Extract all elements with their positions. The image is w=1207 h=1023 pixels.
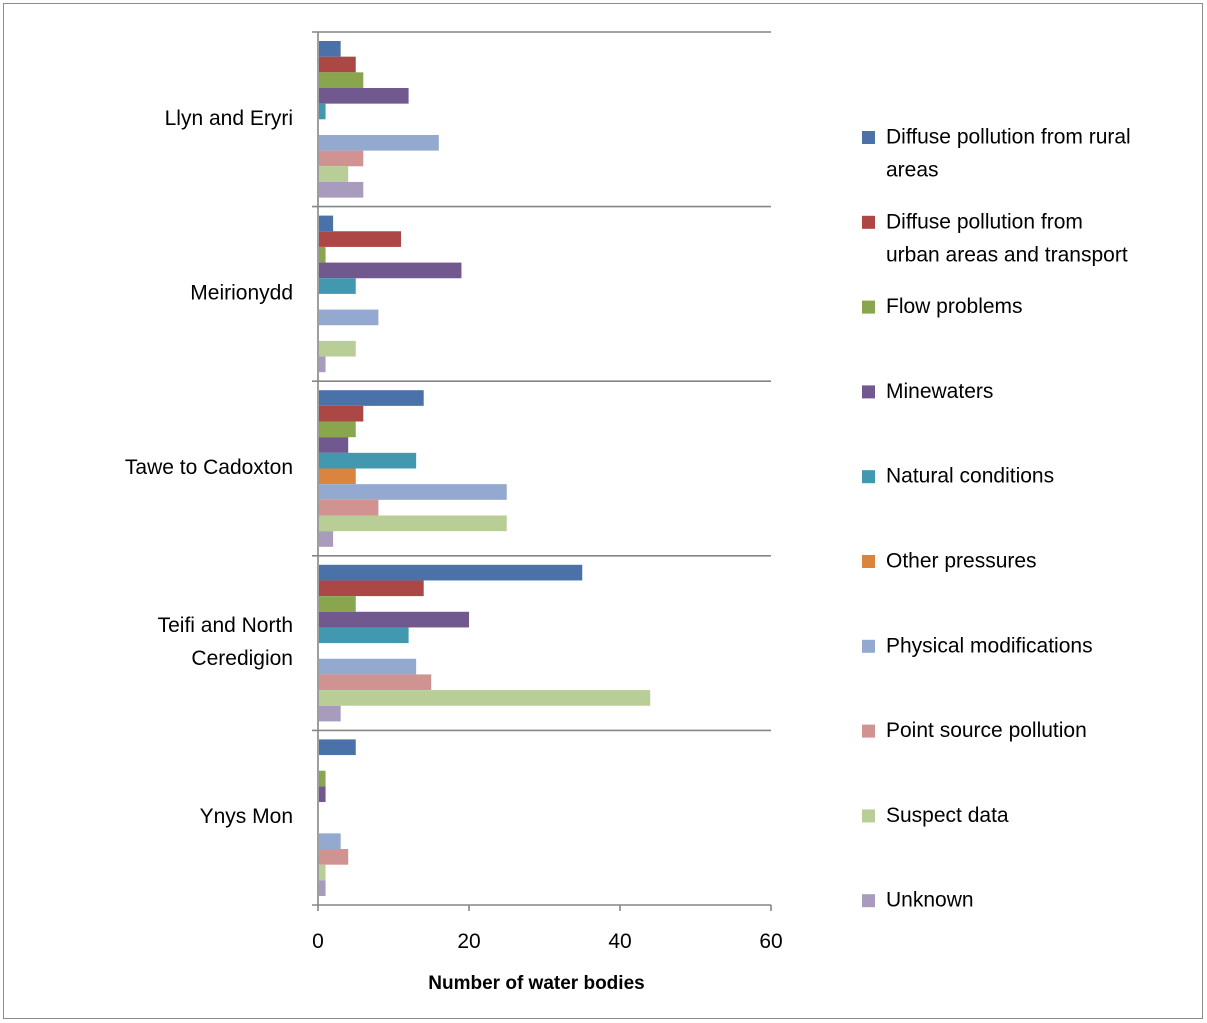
- legend-label: Minewaters: [886, 380, 993, 403]
- bar-natural-conditions: [319, 278, 356, 294]
- bar-natural-conditions: [319, 627, 409, 644]
- legend-label: areas: [886, 159, 939, 182]
- legend-label: Natural conditions: [886, 465, 1054, 488]
- legend-swatch: [862, 639, 875, 653]
- bar-minewaters: [319, 87, 409, 104]
- legend-label: Unknown: [886, 889, 974, 912]
- bar-natural-conditions: [319, 452, 417, 469]
- bar-flow-problems: [319, 246, 326, 263]
- bar-physical-modifications: [319, 134, 439, 151]
- category-label: Ynys Mon: [200, 805, 293, 828]
- category-label: Teifi and North: [158, 614, 293, 637]
- bar-diffuse-pollution-from-rural-areas: [319, 390, 424, 406]
- bar-unknown: [319, 705, 341, 722]
- bar-flow-problems: [319, 72, 364, 88]
- legend-swatch: [862, 809, 875, 823]
- bar-point-source-pollution: [319, 499, 379, 516]
- bar-diffuse-pollution-from-rural-areas: [319, 739, 356, 756]
- bar-unknown: [319, 880, 326, 896]
- bar-unknown: [319, 531, 334, 547]
- legend-label: Suspect data: [886, 804, 1009, 827]
- bar-suspect-data: [319, 166, 349, 182]
- bar-physical-modifications: [319, 658, 417, 675]
- category-label: Meirionydd: [190, 281, 293, 304]
- legend-label: Diffuse pollution from rural: [886, 126, 1131, 149]
- bar-flow-problems: [319, 770, 326, 787]
- bar-diffuse-pollution-from-rural-areas: [319, 564, 583, 581]
- bar-physical-modifications: [319, 309, 379, 326]
- bar-diffuse-pollution-from-urban-areas-and-transport: [319, 56, 356, 73]
- bar-suspect-data: [319, 690, 651, 706]
- bar-point-source-pollution: [319, 674, 432, 691]
- legend-label: Physical modifications: [886, 634, 1093, 657]
- legend-swatch: [862, 131, 875, 144]
- bar-suspect-data: [319, 864, 326, 881]
- bar-diffuse-pollution-from-rural-areas: [319, 41, 341, 57]
- x-tick-label: 40: [608, 930, 631, 953]
- bar-diffuse-pollution-from-urban-areas-and-transport: [319, 580, 424, 597]
- bar-flow-problems: [319, 421, 356, 438]
- bar-suspect-data: [319, 515, 507, 532]
- bar-minewaters: [319, 786, 326, 803]
- bar-minewaters: [319, 437, 349, 453]
- bar-diffuse-pollution-from-urban-areas-and-transport: [319, 405, 364, 422]
- bar-unknown: [319, 181, 364, 198]
- bar-physical-modifications: [319, 484, 507, 500]
- bar-minewaters: [319, 262, 462, 279]
- category-label: Tawe to Cadoxton: [125, 456, 293, 479]
- bar-diffuse-pollution-from-urban-areas-and-transport: [319, 231, 402, 247]
- x-tick-label: 0: [312, 930, 324, 953]
- legend-swatch: [862, 894, 875, 908]
- bar-point-source-pollution: [319, 849, 349, 865]
- legend-swatch: [862, 555, 875, 568]
- bar-natural-conditions: [319, 103, 326, 120]
- bar-minewaters: [319, 611, 469, 628]
- bar-unknown: [319, 356, 326, 373]
- x-axis-title: Number of water bodies: [428, 973, 644, 994]
- legend-label: Flow problems: [886, 295, 1023, 318]
- bar-flow-problems: [319, 596, 356, 612]
- bar-other-pressures: [319, 468, 356, 485]
- legend-label: Diffuse pollution from: [886, 210, 1083, 233]
- bar-point-source-pollution: [319, 150, 364, 167]
- legend-label: urban areas and transport: [886, 243, 1128, 266]
- legend-label: Other pressures: [886, 550, 1037, 573]
- bar-diffuse-pollution-from-rural-areas: [319, 215, 334, 232]
- legend-swatch: [862, 385, 875, 399]
- bar-suspect-data: [319, 340, 356, 357]
- x-tick-label: 60: [759, 930, 782, 953]
- legend-label: Point source pollution: [886, 719, 1087, 742]
- legend-swatch: [862, 300, 875, 314]
- legend-swatch: [862, 724, 875, 738]
- legend-swatch: [862, 215, 875, 229]
- category-label: Llyn and Eryri: [165, 107, 293, 130]
- x-tick-label: 20: [457, 930, 480, 953]
- category-label: Ceredigion: [191, 647, 293, 670]
- legend-swatch: [862, 470, 875, 484]
- chart-frame: [3, 3, 1203, 1019]
- bar-physical-modifications: [319, 833, 341, 850]
